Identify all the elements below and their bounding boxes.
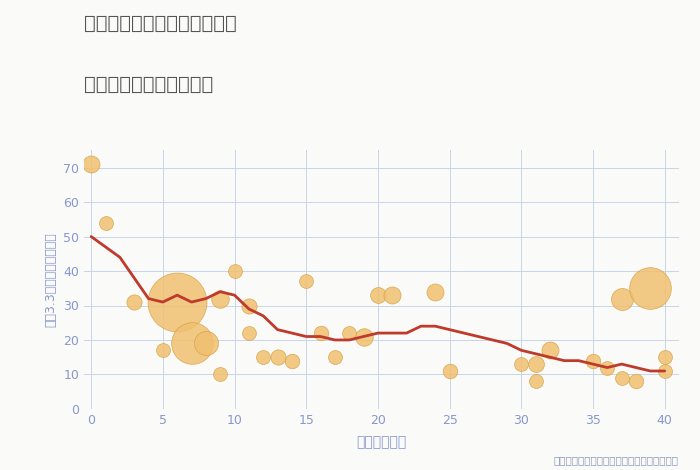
Point bbox=[530, 377, 541, 385]
Point bbox=[315, 329, 326, 337]
Point bbox=[215, 295, 226, 302]
Point bbox=[616, 295, 627, 302]
Point bbox=[358, 333, 369, 340]
Point bbox=[172, 298, 183, 306]
X-axis label: 築年数（年）: 築年数（年） bbox=[356, 435, 407, 449]
Point bbox=[344, 329, 355, 337]
Point bbox=[386, 291, 398, 299]
Point bbox=[244, 329, 255, 337]
Point bbox=[372, 291, 384, 299]
Point bbox=[186, 340, 197, 347]
Point bbox=[616, 374, 627, 382]
Point bbox=[158, 346, 169, 354]
Point bbox=[645, 284, 656, 292]
Point bbox=[659, 367, 671, 375]
Point bbox=[530, 360, 541, 368]
Point bbox=[244, 302, 255, 309]
Point bbox=[659, 353, 671, 361]
Point bbox=[200, 340, 211, 347]
Point bbox=[229, 267, 240, 275]
Text: 築年数別中古戸建て価格: 築年数別中古戸建て価格 bbox=[84, 75, 214, 94]
Point bbox=[258, 353, 269, 361]
Point bbox=[329, 353, 340, 361]
Point bbox=[272, 353, 284, 361]
Text: 兵庫県丹波市春日町野上野の: 兵庫県丹波市春日町野上野の bbox=[84, 14, 237, 33]
Text: 円の大きさは、取引のあった物件面積を示す: 円の大きさは、取引のあった物件面積を示す bbox=[554, 455, 679, 465]
Point bbox=[215, 371, 226, 378]
Point bbox=[516, 360, 527, 368]
Y-axis label: 坪（3.3㎡）単価（万円）: 坪（3.3㎡）単価（万円） bbox=[45, 232, 57, 327]
Point bbox=[631, 377, 642, 385]
Point bbox=[286, 357, 297, 364]
Point bbox=[444, 367, 455, 375]
Point bbox=[587, 357, 598, 364]
Point bbox=[129, 298, 140, 306]
Point bbox=[85, 160, 97, 168]
Point bbox=[545, 346, 556, 354]
Point bbox=[602, 364, 613, 371]
Point bbox=[300, 278, 312, 285]
Point bbox=[430, 288, 441, 296]
Point bbox=[100, 219, 111, 227]
